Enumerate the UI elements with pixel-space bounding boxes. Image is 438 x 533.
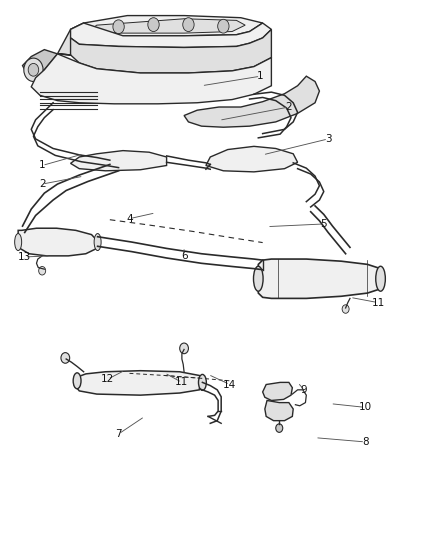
Text: 3: 3 — [325, 134, 332, 144]
Circle shape — [24, 58, 43, 82]
PathPatch shape — [88, 19, 245, 33]
Ellipse shape — [254, 266, 263, 291]
PathPatch shape — [18, 228, 98, 256]
Circle shape — [183, 18, 194, 31]
Text: 13: 13 — [18, 252, 32, 262]
Circle shape — [180, 343, 188, 354]
Text: 2: 2 — [286, 102, 292, 112]
Circle shape — [276, 424, 283, 432]
Text: 1: 1 — [257, 71, 264, 81]
PathPatch shape — [31, 54, 272, 104]
PathPatch shape — [71, 15, 263, 36]
PathPatch shape — [22, 50, 57, 75]
PathPatch shape — [263, 382, 292, 400]
Text: 4: 4 — [126, 214, 133, 224]
Text: 7: 7 — [115, 429, 122, 439]
PathPatch shape — [71, 151, 166, 171]
Text: 1: 1 — [39, 160, 46, 171]
Circle shape — [342, 305, 349, 313]
Text: 11: 11 — [175, 377, 188, 387]
Text: 11: 11 — [372, 297, 385, 308]
Circle shape — [218, 19, 229, 33]
PathPatch shape — [44, 29, 272, 73]
Text: 9: 9 — [301, 385, 307, 395]
Circle shape — [61, 353, 70, 364]
Ellipse shape — [198, 374, 206, 390]
PathPatch shape — [74, 370, 204, 395]
Text: 10: 10 — [359, 402, 372, 413]
Text: 8: 8 — [362, 437, 369, 447]
Text: 2: 2 — [39, 179, 46, 189]
PathPatch shape — [71, 23, 272, 47]
Circle shape — [113, 20, 124, 34]
Text: 5: 5 — [321, 219, 327, 229]
PathPatch shape — [206, 147, 297, 172]
Ellipse shape — [73, 373, 81, 389]
Ellipse shape — [376, 266, 385, 291]
Text: 14: 14 — [223, 379, 237, 390]
PathPatch shape — [265, 400, 293, 421]
PathPatch shape — [57, 23, 84, 55]
Circle shape — [28, 63, 39, 76]
Ellipse shape — [14, 233, 21, 251]
Ellipse shape — [94, 233, 101, 251]
Circle shape — [148, 18, 159, 31]
Text: 6: 6 — [181, 251, 187, 261]
PathPatch shape — [184, 76, 319, 127]
Text: 12: 12 — [101, 374, 114, 384]
PathPatch shape — [258, 259, 381, 298]
Circle shape — [39, 266, 46, 275]
